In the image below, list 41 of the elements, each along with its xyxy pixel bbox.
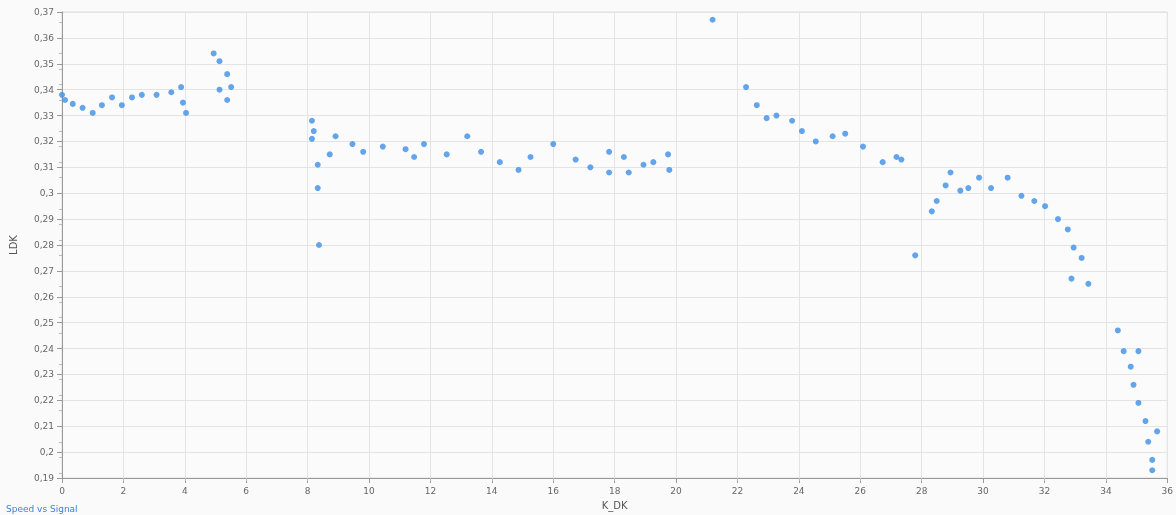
x-tick-label: 20	[670, 485, 683, 496]
y-tick-label: 0,33	[33, 110, 54, 121]
x-tick-label: 4	[181, 485, 188, 496]
y-tick-label: 0,32	[33, 136, 54, 147]
y-tick-label: 0,35	[33, 58, 54, 69]
y-tick-label: 0,2	[39, 447, 54, 458]
x-tick-label: 26	[854, 485, 867, 496]
y-tick-label: 0,27	[33, 265, 54, 276]
x-tick-label: 12	[424, 485, 437, 496]
y-tick-label: 0,36	[33, 32, 55, 43]
y-tick-label: 0,25	[33, 317, 54, 328]
y-tick-label: 0,23	[33, 369, 54, 380]
x-tick-label: 0	[59, 485, 66, 496]
y-tick-label: 0,29	[33, 214, 55, 225]
x-tick-label: 2	[120, 485, 127, 496]
y-tick-label: 0,34	[33, 84, 55, 95]
x-tick-label: 10	[363, 485, 376, 496]
x-tick-label: 36	[1161, 485, 1174, 496]
x-tick-label: 30	[977, 485, 990, 496]
y-axis-title: LDK	[7, 234, 19, 255]
y-tick-label: 0,3	[39, 188, 54, 199]
y-tick-label: 0,28	[33, 240, 55, 250]
x-tick-label: 14	[486, 485, 498, 496]
y-tick-label: 0,37	[33, 7, 54, 17]
y-tick-label: 0,22	[33, 395, 54, 406]
x-tick-label: 18	[608, 485, 621, 496]
x-tick-label: 28	[915, 485, 928, 496]
x-tick-label: 16	[547, 485, 560, 496]
x-tick-label: 24	[793, 485, 805, 496]
x-tick-label: 32	[1038, 485, 1051, 496]
y-tick-label: 0,19	[33, 473, 55, 483]
y-tick-label: 0,26	[33, 291, 55, 302]
x-tick-label: 34	[1100, 485, 1112, 496]
x-tick-label: 6	[243, 485, 250, 496]
x-tick-label: 22	[731, 485, 744, 496]
x-tick-label: 8	[304, 485, 311, 496]
y-tick-label: 0,24	[33, 343, 55, 354]
x-axis-title: K_DK	[601, 499, 628, 512]
y-tick-label: 0,21	[33, 421, 54, 432]
y-tick-label: 0,31	[33, 162, 54, 173]
text: Speed vs Signal	[6, 503, 78, 514]
